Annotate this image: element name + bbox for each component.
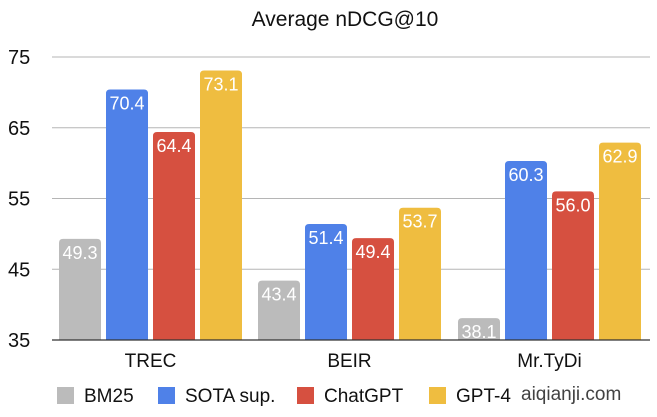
y-tick-label: 55	[8, 189, 30, 211]
x-axis-ticks: TREC BEIR Mr.TyDi	[125, 351, 582, 372]
data-label: 62.9	[602, 147, 637, 167]
y-axis-ticks: 35 45 55 65 75	[8, 47, 30, 352]
data-label: 56.0	[555, 195, 590, 215]
y-tick-label: 35	[8, 330, 30, 352]
legend-swatch	[158, 387, 175, 404]
data-label: 53.7	[402, 212, 437, 232]
y-tick-label: 75	[8, 47, 30, 69]
data-label: 64.4	[156, 136, 191, 156]
data-label: 49.4	[355, 242, 390, 262]
bars: 49.3 70.4 64.4 73.1 43.4 51.4 49.4 53.7 38.1 60.3…	[59, 70, 641, 342]
bar-chatgpt-trec	[153, 131, 195, 340]
legend-label: SOTA sup.	[185, 386, 275, 407]
data-label: 51.4	[308, 228, 343, 248]
legend-label: BM25	[84, 386, 134, 407]
bar-gpt-4-mr-tydi	[599, 142, 641, 340]
gridlines	[52, 56, 650, 270]
legend-item: BM25	[57, 386, 134, 407]
legend-label: GPT-4	[456, 386, 511, 407]
data-label: 38.1	[461, 322, 496, 342]
legend: BM25 SOTA sup. ChatGPT GPT-4	[57, 386, 511, 407]
data-label: 43.4	[261, 285, 296, 305]
legend-item: SOTA sup.	[158, 386, 275, 407]
bar-sota-sup--beir	[305, 223, 347, 340]
bar-bm25-beir	[258, 280, 300, 340]
data-label: 49.3	[62, 243, 97, 263]
bar-bm25-mr-tydi	[458, 318, 500, 340]
legend-swatch	[57, 387, 74, 404]
bar-gpt-4-trec	[200, 70, 242, 340]
data-label: 70.4	[109, 94, 144, 114]
bar-sota-sup--mr-tydi	[505, 161, 547, 340]
x-tick-label: TREC	[125, 351, 177, 372]
bar-bm25-trec	[59, 238, 101, 340]
legend-swatch	[297, 387, 314, 404]
x-tick-label: BEIR	[327, 351, 371, 372]
bar-gpt-4-beir	[399, 207, 441, 340]
bar-chatgpt-mr-tydi	[552, 191, 594, 340]
chart-title: Average nDCG@10	[252, 8, 439, 31]
y-tick-label: 45	[8, 259, 30, 281]
legend-swatch	[429, 387, 446, 404]
watermark: aiqianji.com	[521, 384, 621, 405]
legend-label: ChatGPT	[324, 386, 404, 407]
bar-chatgpt-beir	[352, 238, 394, 340]
x-tick-label: Mr.TyDi	[517, 351, 581, 372]
bar-sota-sup--trec	[106, 89, 148, 340]
legend-item: ChatGPT	[297, 386, 404, 407]
data-label: 60.3	[508, 165, 543, 185]
y-tick-label: 65	[8, 118, 30, 140]
legend-item: GPT-4	[429, 386, 511, 407]
data-label: 73.1	[203, 74, 238, 94]
